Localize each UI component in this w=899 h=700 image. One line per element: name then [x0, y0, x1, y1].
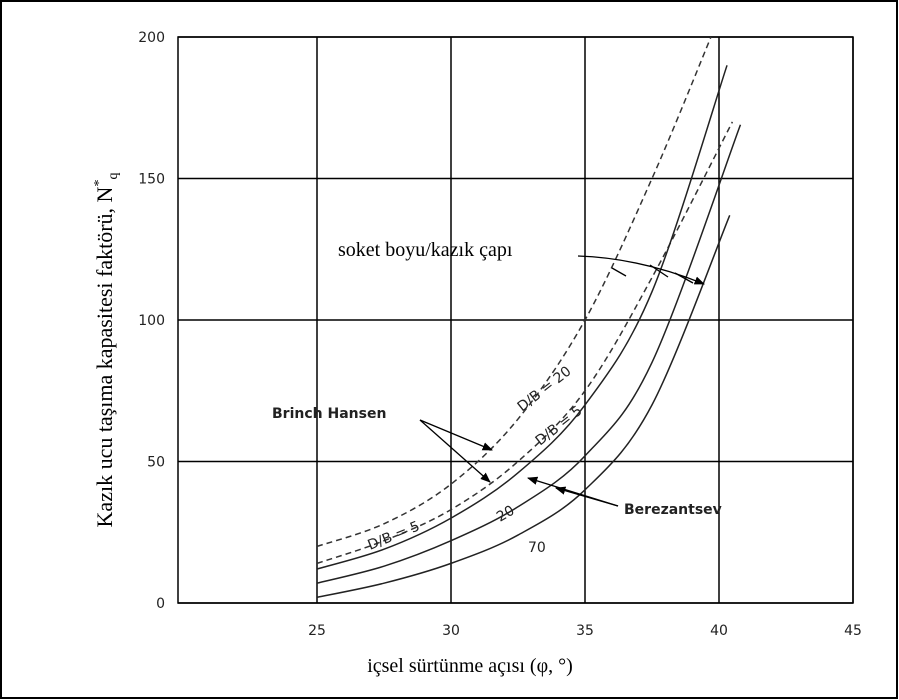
- arrows: [419, 255, 705, 507]
- y-axis-label-sub: q: [106, 173, 121, 180]
- x-tick-label: 40: [710, 623, 728, 639]
- annotation: soket boyu/kazık çapı: [338, 239, 513, 261]
- y-tick-label: 150: [138, 172, 165, 188]
- arrow: [419, 419, 493, 451]
- curve: [316, 36, 712, 548]
- y-tick-label: 0: [156, 596, 165, 612]
- x-axis-label: içsel sürtünme açısı (φ, °): [367, 655, 573, 677]
- y-axis-label: Kazık ucu taşıma kapasitesi faktörü, N*q: [92, 173, 121, 528]
- x-tick-label: 35: [576, 623, 594, 639]
- y-tick-label: 50: [147, 455, 165, 471]
- annotation: D/B = 5: [366, 518, 423, 553]
- arrow-tick: [674, 272, 694, 284]
- arrow-tick: [649, 264, 669, 278]
- x-tick-label: 25: [308, 623, 326, 639]
- curve: [316, 65, 728, 570]
- curve: [316, 215, 731, 599]
- curve: [316, 121, 734, 565]
- plot-area: 0 50 100 150 200 25 30 35 40 45: [138, 30, 862, 639]
- y-axis-label-sup: *: [92, 180, 107, 187]
- arrow-tick: [611, 267, 627, 277]
- annotation: D/B = 20: [515, 363, 575, 415]
- x-tick-label: 45: [844, 623, 862, 639]
- annotation: Berezantsev: [624, 502, 722, 518]
- arrow: [419, 419, 491, 483]
- annotation: Brinch Hansen: [272, 406, 386, 422]
- y-tick-label: 200: [138, 30, 165, 46]
- arrow: [577, 255, 705, 285]
- curve: [316, 124, 742, 584]
- annotation: 70: [528, 540, 546, 556]
- x-tick-label: 30: [442, 623, 460, 639]
- y-tick-label: 100: [138, 313, 165, 329]
- annotation: D/B = 5: [533, 403, 586, 449]
- annotation: 20: [494, 503, 517, 526]
- y-axis-label-text: Kazık ucu taşıma kapasitesi faktörü, N: [92, 186, 117, 527]
- arrow: [555, 486, 619, 507]
